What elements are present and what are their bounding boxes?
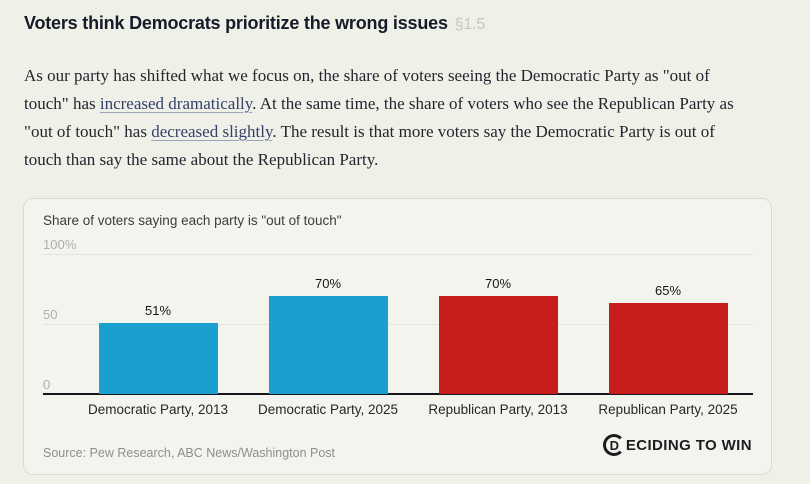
chart-bar-group: 51% Democratic Party, 2013	[73, 254, 243, 417]
logo-circle-icon: D	[602, 434, 625, 456]
x-category-label: Republican Party, 2013	[428, 402, 568, 417]
deciding-to-win-logo: D ECIDING TO WIN	[602, 434, 752, 456]
bar-value-label: 65%	[654, 283, 682, 298]
logo-letter-d: D	[609, 437, 620, 453]
page-title: Voters think Democrats prioritize the wr…	[24, 13, 485, 34]
y-tick-label: 0	[43, 377, 51, 392]
logo-wordmark: ECIDING TO WIN	[625, 436, 752, 454]
bar-value-label: 70%	[484, 276, 512, 291]
section-ref: §1.5	[454, 16, 486, 33]
link-decreased-slightly[interactable]: decreased slightly	[151, 122, 273, 141]
gridline	[43, 254, 753, 255]
chart-bars: 51% Democratic Party, 2013 70% Democratic P…	[73, 254, 753, 417]
x-category-label: Democratic Party, 2025	[257, 402, 399, 417]
chart-bar	[98, 322, 218, 394]
paragraph-text: . The result is that more voters say the…	[24, 122, 715, 169]
bar-value-label: 51%	[144, 302, 172, 318]
page-title-text: Voters think Democrats prioritize the wr…	[24, 13, 448, 33]
paragraph-text: . At the same time, the share of voters …	[24, 94, 734, 141]
intro-paragraph: As our party has shifted what we focus o…	[24, 62, 754, 174]
chart-bar-group: 70% Democratic Party, 2025	[243, 254, 413, 417]
chart-bar-group: 70% Republican Party, 2013	[413, 254, 583, 417]
gridline	[43, 324, 753, 325]
y-tick-label: 100%	[43, 237, 77, 252]
bar-value-label: 70%	[314, 276, 342, 291]
x-category-label: Republican Party, 2025	[598, 402, 738, 417]
y-tick-label: 50	[43, 307, 58, 322]
chart-bar	[608, 303, 728, 394]
link-increased-dramatically[interactable]: increased dramatically	[99, 94, 253, 113]
chart-bar	[438, 296, 558, 394]
paragraph-text: As our party has shifted what we focus o…	[24, 66, 710, 113]
chart-card: Share of voters saying each party is "ou…	[23, 198, 772, 475]
x-axis-line	[43, 393, 753, 395]
chart-bar	[268, 296, 388, 394]
chart-bar-group: 65% Republican Party, 2025	[583, 254, 753, 417]
chart-source: Source: Pew Research, ABC News/Washingto…	[43, 446, 336, 460]
chart-title: Share of voters saying each party is "ou…	[43, 213, 342, 228]
x-category-label: Democratic Party, 2013	[87, 402, 229, 417]
